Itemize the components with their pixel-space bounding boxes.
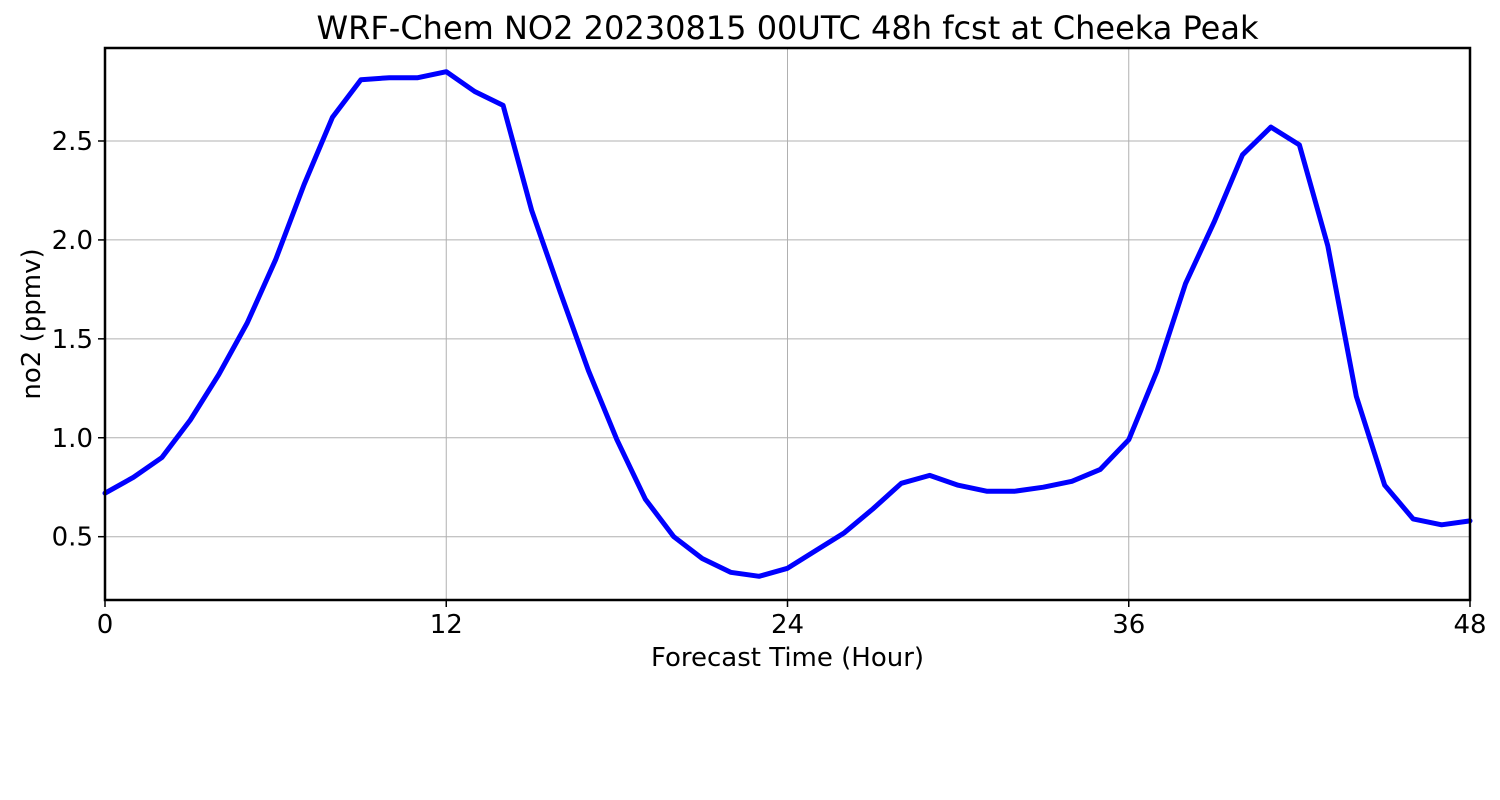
y-tick-label: 1.5 — [52, 325, 93, 355]
x-tick-label: 36 — [1112, 610, 1145, 640]
x-tick-label: 24 — [771, 610, 804, 640]
x-tick-label: 0 — [97, 610, 114, 640]
data-point — [245, 320, 250, 326]
chart-title: WRF-Chem NO2 20230815 00UTC 48h fcst at … — [317, 9, 1259, 47]
data-point — [301, 182, 307, 187]
data-point — [1211, 219, 1217, 225]
data-point — [1183, 281, 1188, 286]
data-point — [1382, 483, 1387, 488]
data-point — [1439, 522, 1444, 527]
data-point — [1240, 152, 1245, 157]
y-tick-label: 2.0 — [52, 226, 93, 256]
y-axis-ticks: 0.5 1.0 1.5 2.0 2.5 — [52, 127, 105, 553]
data-point — [1012, 489, 1018, 494]
data-point — [1126, 437, 1132, 442]
data-point — [1098, 467, 1103, 472]
data-point — [586, 368, 591, 373]
data-point — [557, 289, 563, 294]
data-point — [955, 483, 961, 488]
data-point — [472, 89, 477, 94]
data-point — [529, 208, 534, 213]
data-point — [1354, 394, 1359, 399]
data-point — [813, 548, 819, 553]
data-point — [870, 506, 875, 512]
data-point — [1041, 485, 1046, 490]
data-point — [188, 417, 193, 423]
y-tick-label: 1.0 — [52, 424, 93, 454]
data-point — [500, 103, 506, 108]
data-point — [728, 570, 733, 575]
data-point — [1069, 479, 1075, 484]
y-tick-label: 2.5 — [52, 127, 93, 157]
data-point — [387, 75, 392, 80]
data-point — [1268, 124, 1274, 130]
data-point — [131, 475, 136, 480]
data-point — [984, 489, 989, 494]
data-point — [1155, 368, 1160, 373]
x-axis-ticks: 0 12 24 36 48 — [97, 600, 1487, 640]
x-tick-label: 12 — [430, 610, 463, 640]
data-point — [1297, 142, 1302, 148]
data-point — [159, 455, 165, 460]
data-point — [899, 481, 904, 486]
data-point — [273, 257, 278, 262]
data-point — [614, 437, 620, 442]
data-point — [415, 75, 420, 80]
data-point — [671, 534, 676, 539]
x-tick-label: 48 — [1453, 610, 1486, 640]
data-point — [643, 496, 648, 502]
data-point — [216, 372, 221, 377]
data-point — [444, 69, 449, 74]
data-point — [927, 473, 932, 478]
y-axis-label: no2 (ppmv) — [17, 248, 47, 399]
data-point — [785, 566, 790, 571]
data-point — [330, 115, 335, 120]
data-point — [842, 530, 847, 535]
y-tick-label: 0.5 — [52, 523, 93, 553]
data-point — [756, 574, 762, 579]
data-point — [700, 556, 705, 561]
data-point — [1325, 243, 1331, 248]
x-axis-label: Forecast Time (Hour) — [651, 643, 924, 673]
data-point — [358, 77, 364, 82]
data-point — [1410, 516, 1416, 522]
